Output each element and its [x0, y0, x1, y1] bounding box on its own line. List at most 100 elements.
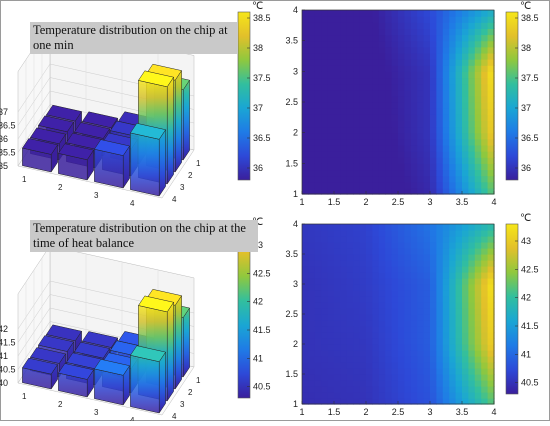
heatmap-cell — [455, 22, 463, 29]
heatmap-cell — [462, 175, 469, 183]
heatmap-cell — [385, 163, 393, 171]
heatmap-cell — [442, 83, 450, 91]
heatmap-cell — [410, 368, 418, 375]
heatmap-cell — [353, 40, 361, 48]
heatmap-cell — [398, 144, 405, 152]
heatmap-cell — [353, 368, 361, 375]
heatmap-cell — [449, 242, 457, 249]
heatmap-cell — [449, 398, 457, 405]
heatmap-cell — [423, 10, 431, 17]
heatmap-cell — [404, 34, 412, 42]
heatmap-cell — [430, 356, 437, 363]
heatmap-cell — [366, 338, 373, 345]
heatmap-cell — [346, 248, 354, 255]
heatmap-cell — [417, 362, 425, 369]
heatmap-cell — [314, 296, 322, 303]
heatmap-cell — [378, 242, 386, 249]
heatmap-cell — [462, 392, 469, 399]
heatmap-cell — [468, 187, 476, 195]
heatmap-cell — [442, 132, 450, 140]
heatmap-cell — [410, 242, 418, 249]
heatmap-cell — [302, 278, 309, 285]
heatmap-cell — [359, 163, 367, 171]
heatmap-cell — [340, 326, 348, 333]
heatmap-cell — [474, 296, 482, 303]
heatmap-cell — [455, 254, 463, 261]
heatmap-cell — [436, 34, 444, 42]
heatmap-cell — [436, 350, 444, 357]
heatmap-cell — [391, 144, 399, 152]
colorbar — [505, 11, 519, 181]
heatmap-cell — [340, 59, 348, 66]
heatmap-cell — [398, 120, 405, 128]
heatmap-cell — [430, 260, 437, 267]
heatmap-cell — [359, 242, 367, 249]
heatmap-cell — [302, 356, 309, 363]
heatmap-cell — [366, 260, 373, 267]
heatmap-cell — [372, 132, 380, 140]
heatmap-cell — [417, 272, 425, 279]
heatmap-cell — [455, 224, 463, 231]
bar-3-4 — [93, 139, 131, 189]
heatmap-cell — [398, 266, 405, 273]
heatmap-cell — [430, 302, 437, 309]
heatmap-cell — [462, 46, 469, 54]
heatmap-cell — [462, 362, 469, 369]
heatmap-cell — [468, 34, 476, 42]
heatmap-cell — [327, 16, 335, 23]
heatmap-cell — [327, 83, 335, 91]
heatmap-cell — [455, 138, 463, 146]
heatmap-cell — [487, 368, 495, 375]
heatmap-cell — [327, 163, 335, 171]
heatmap-cell — [385, 175, 393, 183]
heatmap-cell — [391, 163, 399, 171]
heatmap-cell — [455, 34, 463, 42]
heatmap-cell — [346, 181, 354, 189]
heatmap-cell — [334, 163, 341, 171]
heatmap-cell — [385, 368, 393, 375]
heatmap-cell — [321, 10, 329, 17]
heatmap-cell — [372, 175, 380, 183]
heatmap-cell — [442, 260, 450, 267]
heatmap-cell — [366, 374, 373, 381]
heatmap-cell — [423, 187, 431, 195]
heatmap-cell — [474, 59, 482, 66]
heatmap-cell — [481, 398, 489, 405]
heatmap-cell — [487, 392, 495, 399]
heatmap-cell — [353, 236, 361, 243]
heatmap-cell — [423, 314, 431, 321]
heatmap-cell — [385, 338, 393, 345]
heatmap-cell — [391, 236, 399, 243]
heatmap-cell — [430, 362, 437, 369]
heatmap-cell — [404, 398, 412, 405]
heatmap-cell — [359, 16, 367, 23]
heatmap-cell — [314, 236, 322, 243]
heatmap-cell — [378, 102, 386, 109]
heatmap-cell — [442, 16, 450, 23]
heatmap-cell — [481, 10, 489, 17]
heatmap-cell — [462, 132, 469, 140]
heatmap-cell — [398, 157, 405, 164]
heatmap-cell — [417, 163, 425, 171]
heatmap-cell — [321, 59, 329, 66]
heatmap-cell — [334, 95, 341, 103]
heatmap-cell — [372, 144, 380, 152]
heatmap-cell — [366, 108, 373, 115]
heatmap-cell — [417, 254, 425, 261]
heatmap-cell — [353, 338, 361, 345]
heatmap-cell — [462, 350, 469, 357]
heatmap-cell — [442, 368, 450, 375]
heatmap-cell — [346, 398, 354, 405]
heatmap-cell — [327, 181, 335, 189]
heatmap-cell — [436, 356, 444, 363]
heatmap-cell — [321, 89, 329, 97]
heatmap-cell — [391, 314, 399, 321]
heatmap-cell — [404, 16, 412, 23]
heatmap-cell — [474, 350, 482, 357]
heatmap-cell — [481, 290, 489, 297]
heatmap-cell — [385, 108, 393, 115]
heatmap-cell — [321, 242, 329, 249]
heatmap-cell — [353, 398, 361, 405]
heatmap-cell — [340, 163, 348, 171]
heatmap-cell — [410, 187, 418, 195]
